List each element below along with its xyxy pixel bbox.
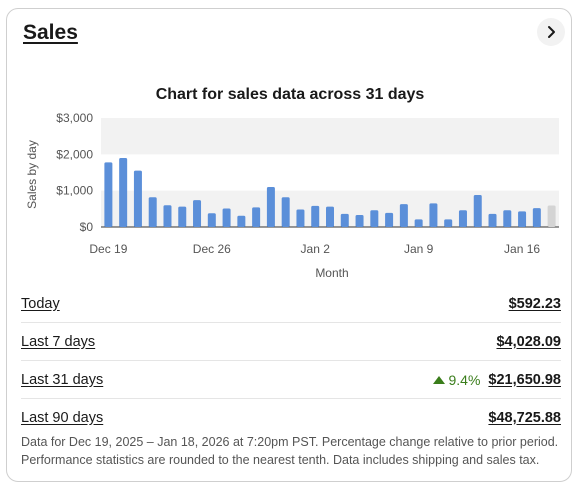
row-label[interactable]: Last 90 days — [21, 409, 104, 426]
sales-card: Sales Chart for sales data across 31 day… — [6, 8, 572, 482]
sales-title[interactable]: Sales — [23, 21, 78, 44]
x-tick-label: Jan 9 — [404, 242, 434, 256]
change-indicator: 9.4% — [432, 371, 481, 388]
bar — [133, 170, 142, 227]
bar — [340, 213, 349, 227]
bar — [104, 162, 113, 227]
bar — [266, 187, 275, 227]
view-sales-button[interactable] — [537, 18, 565, 46]
chart-canvas: $3,000 $2,000 $1,000 $0 Dec 19 Dec 26 Jan 2 Jan… — [25, 111, 559, 280]
bar — [311, 205, 320, 227]
bar — [281, 197, 290, 227]
row-last-31-days: Last 31 days 9.4% $21,650.98 — [21, 361, 561, 399]
row-label[interactable]: Today — [21, 295, 60, 312]
y-tick-label: $0 — [80, 220, 94, 234]
bar — [503, 210, 512, 227]
bar — [222, 208, 231, 227]
bar — [148, 197, 157, 227]
x-tick-label: Dec 19 — [89, 242, 127, 256]
bar — [370, 210, 379, 227]
bar — [355, 215, 364, 227]
row-last-7-days: Last 7 days $4,028.09 — [21, 323, 561, 361]
bar — [252, 207, 261, 227]
row-today: Today $592.23 — [21, 285, 561, 323]
footnote: Data for Dec 19, 2025 – Jan 18, 2026 at … — [21, 435, 559, 467]
bar — [414, 219, 423, 227]
row-label[interactable]: Last 31 days — [21, 371, 104, 388]
bar — [518, 211, 527, 227]
chart-title: Chart for sales data across 31 days — [155, 86, 425, 103]
bar — [385, 212, 394, 227]
x-tick-label: Dec 26 — [193, 242, 231, 256]
bar — [326, 206, 334, 227]
sales-chart: Chart for sales data across 31 days $3,0… — [7, 81, 573, 293]
y-tick-label: $1,000 — [56, 184, 93, 198]
bar — [119, 157, 128, 227]
y-tick-label: $2,000 — [56, 147, 93, 161]
chevron-right-icon — [548, 26, 555, 38]
row-last-90-days: Last 90 days $48,725.88 — [21, 399, 561, 436]
bar — [488, 213, 497, 227]
bar — [237, 215, 246, 227]
row-value[interactable]: $48,725.88 — [488, 409, 561, 426]
y-tick-label: $3,000 — [56, 111, 93, 125]
x-tick-label: Jan 16 — [504, 242, 540, 256]
row-value[interactable]: $4,028.09 — [496, 333, 561, 350]
trend-up-icon — [432, 375, 445, 384]
bar — [193, 200, 202, 227]
grid-band — [101, 118, 559, 155]
bar — [178, 206, 187, 227]
bar — [532, 208, 541, 227]
bar — [207, 213, 216, 227]
sales-summary: Today $592.23 Last 7 days $4,028.09 Last… — [21, 285, 561, 436]
bar — [399, 204, 408, 227]
bar — [458, 210, 467, 227]
x-axis-label: Month — [315, 266, 348, 280]
row-value[interactable]: $21,650.98 — [488, 371, 561, 388]
x-tick-label: Jan 2 — [301, 242, 331, 256]
bar — [444, 219, 453, 227]
bar — [473, 195, 482, 227]
y-axis-label: Sales by day — [25, 140, 39, 209]
bar — [547, 205, 556, 227]
change-percent: 9.4% — [448, 371, 481, 388]
bar — [429, 203, 438, 227]
row-value[interactable]: $592.23 — [508, 295, 561, 312]
bar — [296, 209, 305, 227]
row-label[interactable]: Last 7 days — [21, 333, 96, 350]
bar — [163, 205, 172, 227]
